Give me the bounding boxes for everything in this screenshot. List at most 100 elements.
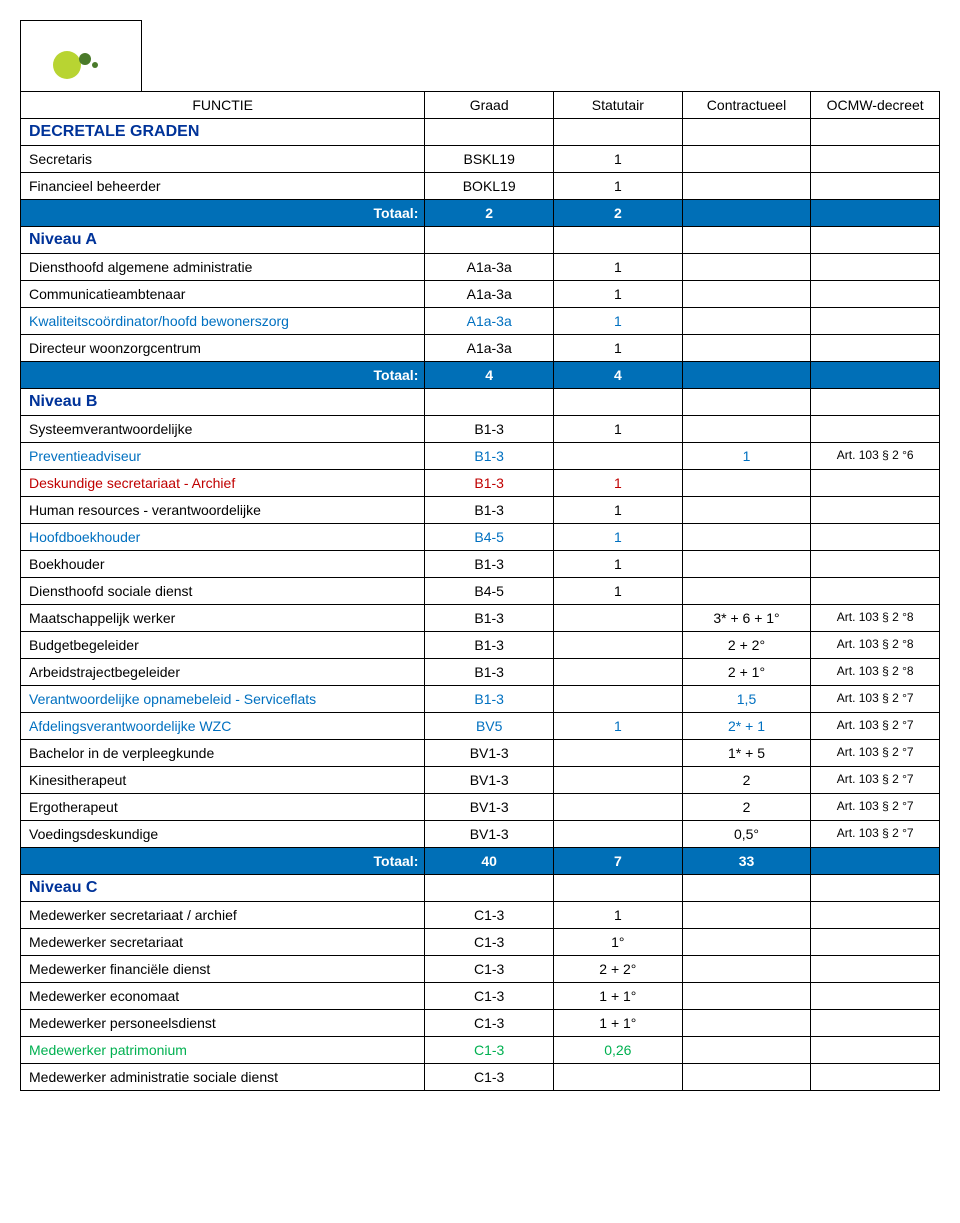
table-cell [554,605,683,632]
table-cell: Art. 103 § 2 °8 [811,659,940,686]
table-row: Maatschappelijk werkerB1-33* + 6 + 1°Art… [21,605,940,632]
totaal-row: Totaal:40733 [21,848,940,875]
section-title: DECRETALE GRADEN [21,119,425,146]
table-cell [811,416,940,443]
table-cell: Art. 103 § 2 °7 [811,686,940,713]
table-row: SysteemverantwoordelijkeB1-31 [21,416,940,443]
table-cell: 1 [554,551,683,578]
table-cell: 0,5° [682,821,811,848]
totaal-row: Totaal:22 [21,200,940,227]
table-cell: 1° [554,929,683,956]
table-cell [682,551,811,578]
table-cell [554,227,683,254]
table-cell: Medewerker secretariaat [21,929,425,956]
logo-box [20,20,142,92]
table-cell: 3* + 6 + 1° [682,605,811,632]
table-cell: BOKL19 [425,173,554,200]
table-cell [811,551,940,578]
table-cell: 33 [682,848,811,875]
table-cell: B1-3 [425,470,554,497]
table-cell [811,362,940,389]
table-row: Medewerker financiële dienstC1-32 + 2° [21,956,940,983]
table-cell: B1-3 [425,686,554,713]
table-cell: 1* + 5 [682,740,811,767]
table-cell [682,308,811,335]
table-cell [682,983,811,1010]
table-cell [554,821,683,848]
table-cell: Boekhouder [21,551,425,578]
table-cell [682,902,811,929]
totaal-label: Totaal: [21,200,425,227]
table-cell: 4 [554,362,683,389]
table-cell: Kinesitherapeut [21,767,425,794]
table-cell: Systeemverantwoordelijke [21,416,425,443]
table-cell: Medewerker patrimonium [21,1037,425,1064]
table-cell: Directeur woonzorgcentrum [21,335,425,362]
table-row: BoekhouderB1-31 [21,551,940,578]
table-cell [682,416,811,443]
table-cell [811,119,940,146]
table-cell: Deskundige secretariaat - Archief [21,470,425,497]
table-cell: 2 + 1° [682,659,811,686]
table-cell [682,200,811,227]
table-cell [811,956,940,983]
table-cell [811,308,940,335]
table-cell [682,929,811,956]
section-title-row: Niveau A [21,227,940,254]
logo-icon [51,49,111,81]
table-cell: Medewerker administratie sociale dienst [21,1064,425,1091]
table-cell: 1 + 1° [554,983,683,1010]
table-row: VoedingsdeskundigeBV1-30,5°Art. 103 § 2 … [21,821,940,848]
table-cell: 1 [554,335,683,362]
table-cell [811,1010,940,1037]
table-cell: Financieel beheerder [21,173,425,200]
table-row: Diensthoofd algemene administratieA1a-3a… [21,254,940,281]
table-cell: 7 [554,848,683,875]
table-cell: Budgetbegeleider [21,632,425,659]
table-cell [425,227,554,254]
table-cell: 1 [554,578,683,605]
table-cell: C1-3 [425,1010,554,1037]
table-cell [554,389,683,416]
table-cell: BV1-3 [425,821,554,848]
table-cell: C1-3 [425,1064,554,1091]
table-cell: Art. 103 § 2 °6 [811,443,940,470]
section-title-row: DECRETALE GRADEN [21,119,940,146]
table-cell: Art. 103 § 2 °8 [811,605,940,632]
table-cell: Arbeidstrajectbegeleider [21,659,425,686]
table-cell: 2 [682,794,811,821]
table-cell: C1-3 [425,956,554,983]
table-cell [682,578,811,605]
table-cell: 1 [554,497,683,524]
table-cell: 1 [554,173,683,200]
table-cell: Verantwoordelijke opnamebeleid - Service… [21,686,425,713]
table-cell: Medewerker secretariaat / archief [21,902,425,929]
table-cell: Voedingsdeskundige [21,821,425,848]
table-cell [425,389,554,416]
table-cell: 1,5 [682,686,811,713]
table-cell: Diensthoofd algemene administratie [21,254,425,281]
table-cell: 2 [682,767,811,794]
table-cell: 0,26 [554,1037,683,1064]
table-cell: Afdelingsverantwoordelijke WZC [21,713,425,740]
header-row: FUNCTIE Graad Statutair Contractueel OCM… [21,92,940,119]
table-row: HoofdboekhouderB4-51 [21,524,940,551]
table-cell: Kwaliteitscoördinator/hoofd bewonerszorg [21,308,425,335]
table-cell: 1 [554,416,683,443]
table-cell: Maatschappelijk werker [21,605,425,632]
table-row: Bachelor in de verpleegkundeBV1-31* + 5A… [21,740,940,767]
table-cell: 1 [554,146,683,173]
table-row: CommunicatieambtenaarA1a-3a1 [21,281,940,308]
table-body: DECRETALE GRADENSecretarisBSKL191Financi… [21,119,940,1091]
table-cell [554,659,683,686]
org-table: FUNCTIE Graad Statutair Contractueel OCM… [20,91,940,1091]
table-cell: 1 [554,524,683,551]
table-cell: B1-3 [425,416,554,443]
section-title: Niveau A [21,227,425,254]
table-cell [682,956,811,983]
table-cell [425,875,554,902]
table-cell: Diensthoofd sociale dienst [21,578,425,605]
totaal-label: Totaal: [21,362,425,389]
table-cell [811,146,940,173]
table-row: Medewerker economaatC1-31 + 1° [21,983,940,1010]
